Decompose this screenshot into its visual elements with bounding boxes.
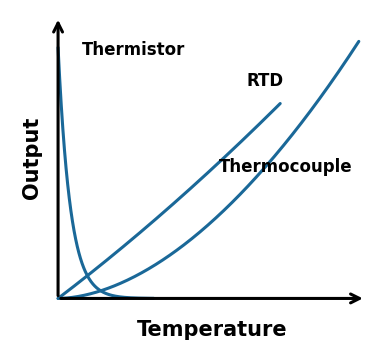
Text: Output: Output (22, 117, 42, 199)
Text: Temperature: Temperature (137, 320, 287, 340)
Text: Thermocouple: Thermocouple (219, 158, 352, 176)
Text: Thermistor: Thermistor (82, 41, 185, 59)
Text: RTD: RTD (246, 72, 283, 90)
